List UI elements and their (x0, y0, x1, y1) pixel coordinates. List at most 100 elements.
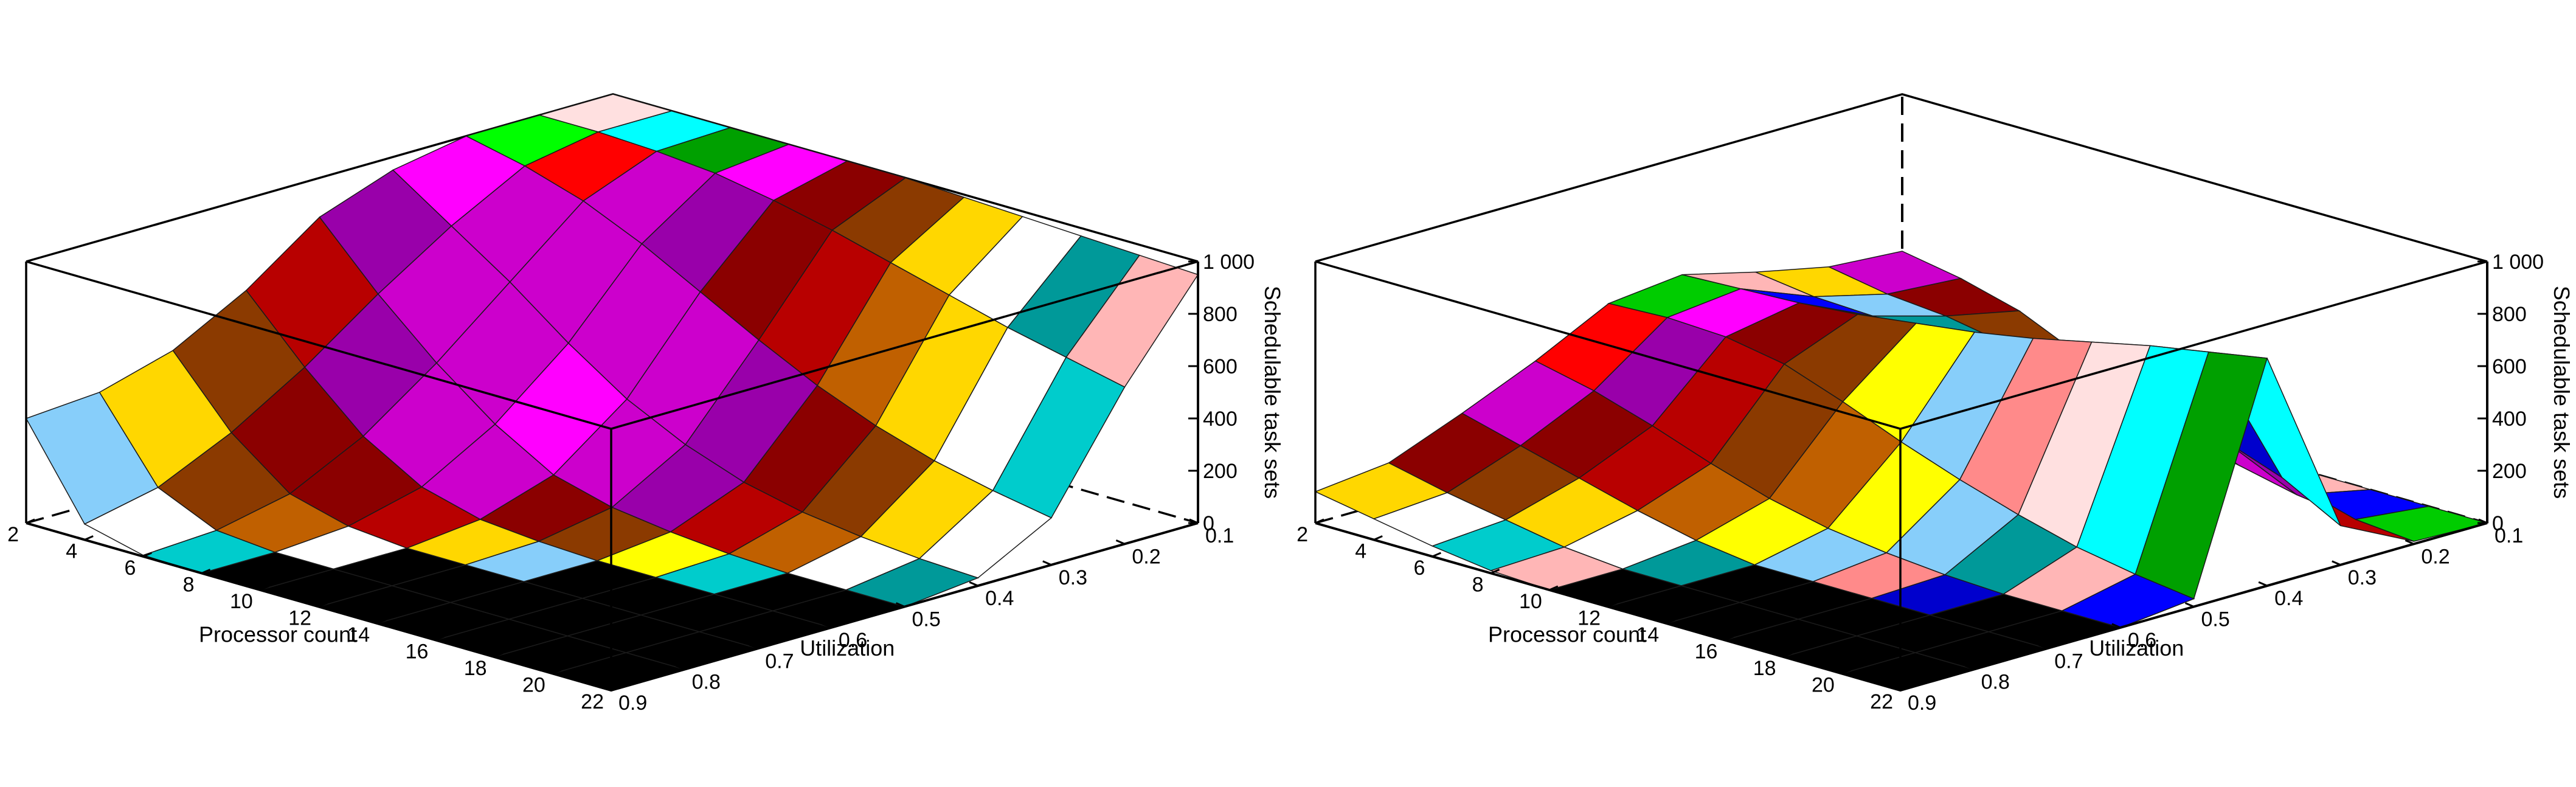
y-tick-mark (676, 665, 685, 671)
x-tick-label: 14 (347, 623, 370, 647)
z-tick-label: 1 000 (2492, 251, 2544, 274)
z-tick-label: 200 (1203, 460, 1238, 483)
box-top-back-edges (1315, 93, 2488, 263)
y-axis-label: Utilization (2089, 636, 2184, 660)
y-tick-label: 0.7 (765, 650, 794, 673)
box-top-front-edges (1315, 260, 2488, 430)
x-tick-mark (1549, 585, 1559, 591)
x-tick-mark (1373, 535, 1383, 541)
y-tick-label: 0.9 (618, 692, 647, 715)
y-tick-mark (2258, 581, 2268, 587)
y-tick-label: 0.2 (1132, 545, 1160, 568)
z-tick-label: 400 (2492, 407, 2527, 431)
x-tick-label: 18 (464, 657, 487, 680)
z-tick-label: 0 (1203, 512, 1214, 535)
x-tick-label: 8 (1472, 574, 1484, 597)
x-tick-label: 4 (66, 540, 77, 563)
x-tick-label: 22 (581, 690, 604, 713)
z-tick-label: 800 (1203, 303, 1238, 326)
x-tick-mark (1607, 602, 1617, 608)
x-axis-label: Processor count (1488, 622, 1646, 647)
x-tick-mark (1900, 685, 1909, 692)
y-tick-label: 0.8 (1981, 671, 2010, 694)
y-tick-label: 0.9 (1908, 692, 1936, 715)
x-tick-label: 6 (1413, 556, 1425, 580)
y-tick-mark (2184, 602, 2195, 608)
x-tick-mark (260, 585, 269, 591)
x-tick-label: 20 (522, 674, 545, 697)
x-tick-mark (1432, 552, 1441, 558)
x-tick-label: 14 (1636, 623, 1659, 647)
x-tick-label: 2 (1297, 523, 1308, 546)
x-tick-label: 8 (183, 574, 195, 597)
y-tick-mark (822, 623, 832, 629)
x-tick-label: 12 (1577, 607, 1601, 630)
x-tick-mark (1724, 636, 1734, 641)
y-tick-label: 0.6 (839, 629, 867, 652)
y-tick-label: 0.1 (1205, 524, 1234, 547)
x-tick-label: 4 (1355, 540, 1366, 563)
x-tick-mark (201, 569, 211, 574)
y-tick-label: 0.3 (2348, 566, 2377, 589)
box-top-front-edges (26, 260, 1199, 430)
y-tick-label: 0.5 (2201, 608, 2230, 631)
y-tick-mark (1891, 685, 1901, 692)
x-axis-label: Processor count (199, 622, 357, 647)
y-tick-mark (895, 602, 905, 608)
y-tick-mark (1115, 539, 1125, 545)
y-tick-label: 0.1 (2495, 524, 2523, 547)
x-tick-mark (611, 685, 620, 692)
y-tick-mark (2405, 539, 2414, 545)
y-tick-label: 0.4 (985, 587, 1014, 610)
y-tick-label: 0.3 (1059, 566, 1087, 589)
x-tick-label: 10 (1519, 590, 1542, 613)
x-tick-label: 12 (288, 607, 311, 630)
y-tick-label: 0.7 (2054, 650, 2083, 673)
y-tick-label: 0.6 (2128, 629, 2156, 652)
x-tick-label: 22 (1870, 690, 1893, 713)
y-axis-label: Utilization (800, 636, 895, 660)
z-tick-label: 0 (2492, 512, 2504, 535)
y-tick-mark (602, 685, 612, 692)
x-tick-mark (435, 636, 445, 641)
x-tick-mark (1666, 619, 1675, 625)
x-tick-label: 10 (230, 590, 253, 613)
z-axis-label: Schedulable task sets (1260, 286, 1285, 499)
left-surface-plot: 2 4 6 8 10 12 14 16 18 20 22 0.1 0.2 0.3 0.4 0.5 0.6 0.7 0… (7, 93, 1285, 715)
x-tick-mark (376, 619, 386, 625)
y-tick-label: 0.5 (912, 608, 941, 631)
y-tick-mark (2332, 560, 2341, 566)
y-tick-label: 0.2 (2421, 545, 2450, 568)
x-tick-label: 20 (1812, 674, 1835, 697)
x-tick-mark (318, 602, 328, 608)
z-tick-label: 600 (1203, 355, 1238, 378)
x-tick-mark (1783, 652, 1793, 658)
x-tick-mark (26, 518, 35, 524)
x-tick-label: 16 (1695, 640, 1718, 664)
x-tick-mark (494, 652, 504, 658)
z-tick-label: 600 (2492, 355, 2527, 378)
z-tick-label: 1 000 (1203, 251, 1255, 274)
y-tick-mark (749, 643, 758, 650)
y-tick-label: 0.4 (2274, 587, 2303, 610)
z-axis-label: Schedulable task sets (2549, 286, 2574, 499)
x-tick-label: 18 (1753, 657, 1776, 680)
z-tick-label: 400 (1203, 407, 1238, 431)
y-tick-mark (2038, 643, 2048, 650)
y-tick-mark (1965, 665, 1975, 671)
z-tick-label: 800 (2492, 303, 2527, 326)
z-tick-label: 200 (2492, 460, 2527, 483)
y-tick-label: 0.8 (692, 671, 721, 694)
y-tick-mark (2111, 623, 2121, 629)
x-tick-mark (552, 669, 562, 674)
x-tick-label: 16 (406, 640, 429, 664)
x-tick-mark (84, 535, 94, 541)
x-tick-mark (1491, 569, 1500, 574)
y-tick-mark (969, 581, 978, 587)
x-tick-mark (1315, 518, 1324, 524)
x-tick-label: 2 (7, 523, 19, 546)
right-surface-plot: 2 4 6 8 10 12 14 16 18 20 22 0.1 0.2 0.3 0.4 0.5 0.6 0.7 0… (1297, 93, 2574, 715)
x-tick-label: 6 (124, 556, 136, 580)
y-tick-mark (1042, 560, 1052, 566)
